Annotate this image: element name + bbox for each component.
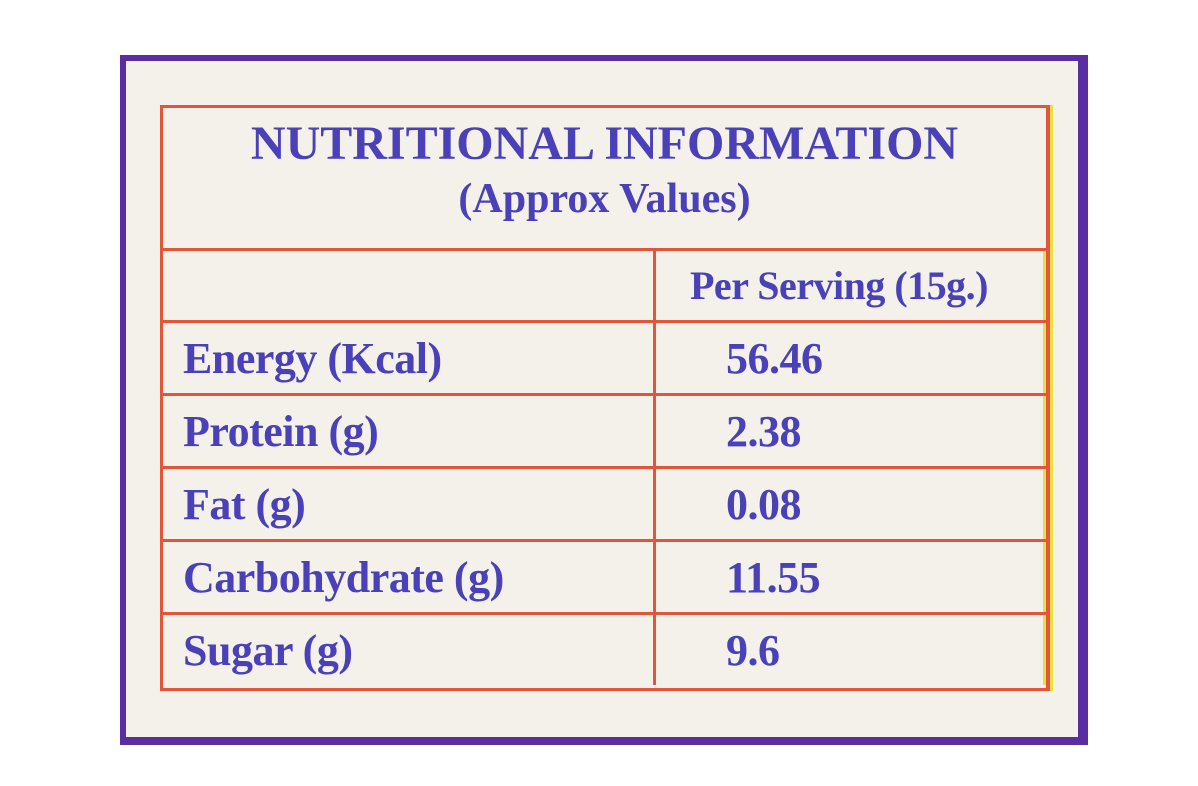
nutrient-cell: Sugar (g): [183, 625, 353, 675]
table-row: Fat (g) 0.08: [163, 466, 1046, 539]
column-header: Per Serving (15g.): [653, 251, 1046, 320]
table-row: Energy (Kcal) 56.46: [163, 320, 1046, 393]
nutrient-cell: Fat (g): [183, 479, 306, 529]
value-cell: 2.38: [653, 396, 1046, 466]
table-header: NUTRITIONAL INFORMATION (Approx Values): [163, 108, 1046, 248]
nutrition-table: NUTRITIONAL INFORMATION (Approx Values) …: [160, 105, 1050, 691]
table-subtitle: (Approx Values): [458, 176, 751, 222]
table-row: Sugar (g) 9.6: [163, 612, 1046, 685]
label: NUTRITIONAL INFORMATION (Approx Values) …: [120, 55, 1088, 745]
value-cell: 0.08: [653, 469, 1046, 539]
nutrient-cell: Energy (Kcal): [183, 333, 442, 383]
table-row: Carbohydrate (g) 11.55: [163, 539, 1046, 612]
table-row: Protein (g) 2.38: [163, 393, 1046, 466]
value-cell: 56.46: [653, 323, 1046, 393]
column-header-row: Per Serving (15g.): [163, 248, 1046, 320]
value-cell: 11.55: [653, 542, 1046, 612]
nutrient-cell: Protein (g): [183, 406, 379, 456]
table-title: NUTRITIONAL INFORMATION: [250, 117, 959, 170]
nutrient-cell: Carbohydrate (g): [183, 552, 504, 602]
value-cell: 9.6: [653, 615, 1046, 685]
